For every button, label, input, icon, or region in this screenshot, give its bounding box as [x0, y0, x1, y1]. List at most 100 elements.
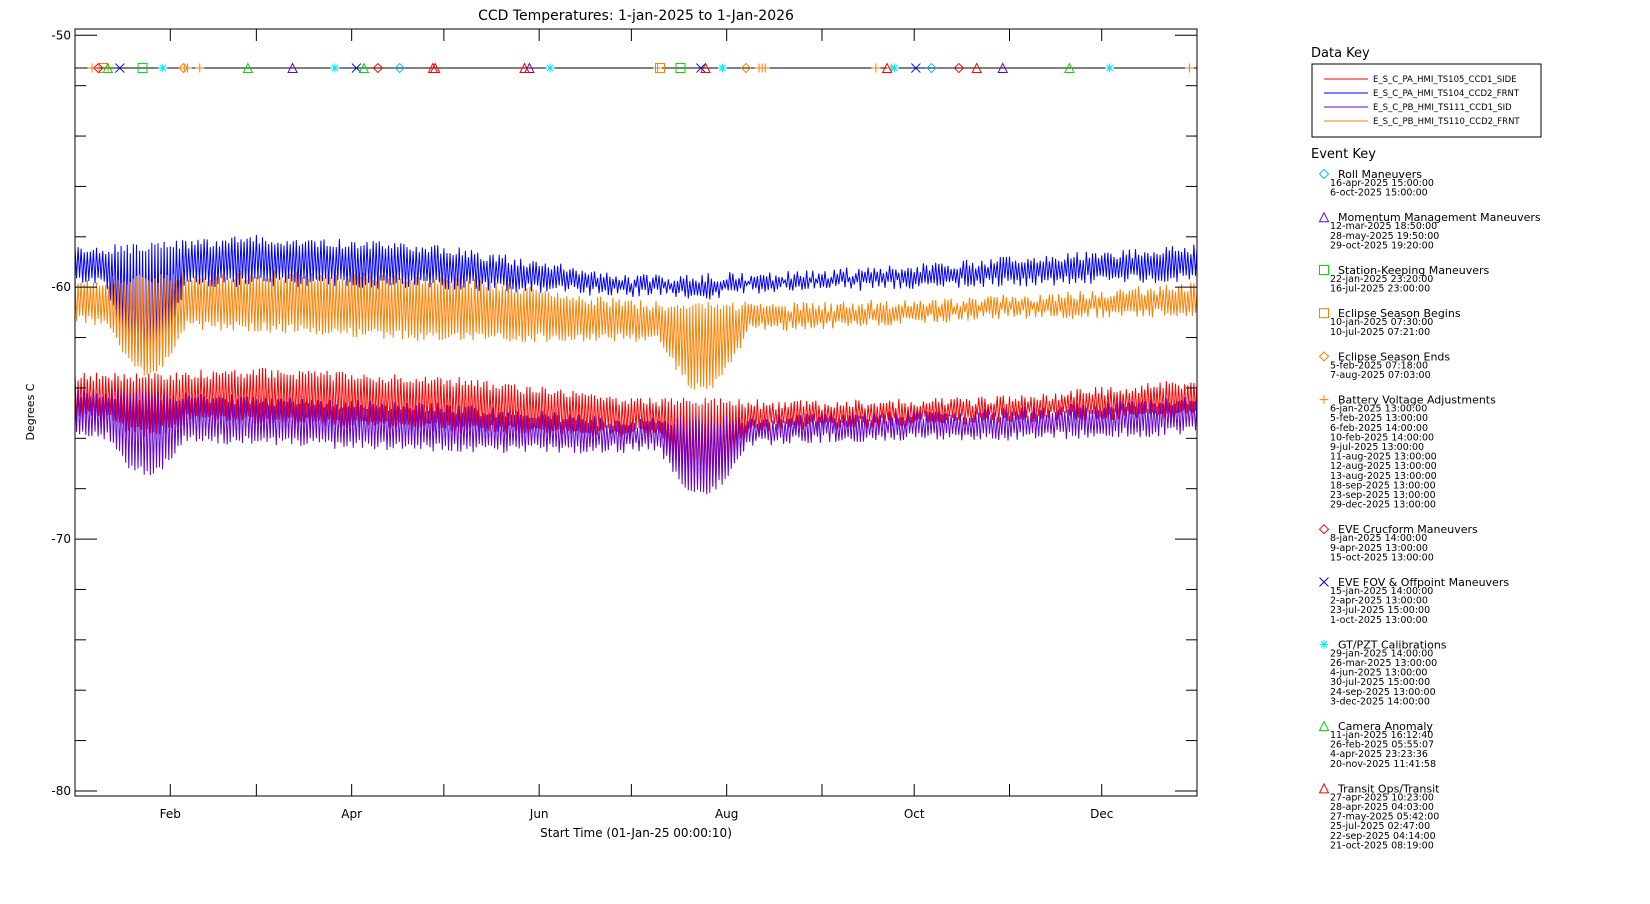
triangle-icon — [287, 62, 298, 74]
diamond-icon — [93, 62, 104, 74]
x-tick-label: Apr — [341, 807, 362, 821]
event-name: Momentum Management Maneuvers — [1338, 211, 1541, 224]
event-date: 11-jan-2025 16:12:40 — [1330, 730, 1433, 741]
diamond-icon — [926, 62, 937, 74]
triangle-icon — [997, 62, 1009, 74]
event-date: 15-oct-2025 13:00:00 — [1330, 552, 1434, 563]
series-line-e_s_c_pa_hmi_ts105_ccd1_side — [74, 367, 1198, 490]
y-tick-label: -50 — [51, 28, 71, 42]
asterisk-icon — [717, 63, 727, 73]
triangle-icon — [519, 62, 530, 74]
triangle-icon — [1318, 720, 1330, 731]
event-date: 26-mar-2025 13:00:00 — [1330, 658, 1437, 669]
event-date: 27-may-2025 05:42:00 — [1330, 812, 1439, 823]
x-icon — [1319, 577, 1329, 587]
diamond-icon — [1318, 523, 1330, 535]
triangle-icon — [1318, 782, 1330, 794]
event-date: 21-oct-2025 08:19:00 — [1330, 840, 1434, 851]
plus-icon — [1319, 395, 1329, 405]
legend-label: E_S_C_PA_HMI_TS104_CCD2_FRNT — [1373, 89, 1520, 99]
triangle-icon — [242, 62, 254, 74]
x-icon — [911, 63, 921, 73]
triangle-icon — [102, 62, 114, 74]
plus-icon — [871, 63, 881, 73]
square-icon — [1319, 308, 1329, 319]
event-name: EVE FOV & Offpoint Maneuvers — [1338, 576, 1509, 589]
diamond-icon — [372, 62, 384, 74]
event-name: Battery Voltage Adjustments — [1338, 394, 1496, 407]
asterisk-icon — [889, 63, 899, 73]
y-axis-label: Degrees C — [24, 383, 37, 440]
asterisk-icon — [330, 63, 340, 73]
event-date: 28-may-2025 19:50:00 — [1330, 231, 1439, 242]
event-date: 10-jul-2025 07:21:00 — [1330, 327, 1430, 338]
data-key-box — [1311, 63, 1542, 138]
event-date: 23-jul-2025 15:00:00 — [1330, 605, 1430, 616]
event-date: 13-aug-2025 13:00:00 — [1330, 471, 1437, 482]
event-date: 24-sep-2025 13:00:00 — [1330, 687, 1436, 698]
event-date: 29-oct-2025 19:20:00 — [1330, 240, 1434, 251]
plus-icon — [182, 63, 192, 73]
event-date: 1-oct-2025 13:00:00 — [1330, 615, 1428, 626]
legend-label: E_S_C_PB_HMI_TS111_CCD1_SID — [1373, 103, 1512, 113]
plus-icon — [87, 63, 97, 73]
plus-icon — [195, 63, 205, 73]
event-date: 9-apr-2025 13:00:00 — [1330, 543, 1428, 554]
event-date: 6-oct-2025 15:00:00 — [1330, 188, 1428, 199]
asterisk-icon — [545, 63, 555, 73]
event-date: 23-sep-2025 13:00:00 — [1330, 490, 1436, 501]
x-tick-label: Feb — [160, 807, 181, 821]
plus-icon — [1184, 63, 1194, 73]
x-axis-label: Start Time (01-Jan-25 00:00:10) — [540, 826, 732, 840]
event-date: 7-aug-2025 07:03:00 — [1330, 370, 1431, 381]
event-name: Camera Anomaly — [1338, 720, 1433, 733]
event-name: Station-Keeping Maneuvers — [1338, 264, 1490, 277]
series-line-e_s_c_pb_hmi_ts110_ccd2_frnt — [74, 269, 1198, 390]
triangle-icon — [881, 62, 893, 74]
legend-label: E_S_C_PB_HMI_TS110_CCD2_FRNT — [1373, 117, 1520, 127]
triangle-icon — [700, 62, 711, 74]
asterisk-icon — [1319, 639, 1329, 649]
event-date: 22-sep-2025 04:14:00 — [1330, 831, 1436, 842]
diamond-icon — [178, 62, 189, 74]
asterisk-icon — [158, 63, 168, 73]
square-icon — [137, 63, 148, 74]
event-name: EVE Crucform Maneuvers — [1338, 523, 1478, 536]
event-date: 9-jul-2025 13:00:00 — [1330, 442, 1424, 453]
event-date: 16-jul-2025 23:00:00 — [1330, 284, 1430, 295]
x-tick-label: Jun — [529, 807, 549, 821]
event-date: 26-feb-2025 05:55:07 — [1330, 740, 1434, 751]
event-date: 6-feb-2025 14:00:00 — [1330, 423, 1428, 434]
event-name: Eclipse Season Begins — [1338, 307, 1461, 320]
event-key-entry: EVE FOV & Offpoint Maneuvers15-jan-2025 … — [1319, 576, 1509, 626]
data-key-title: Data Key — [1311, 46, 1370, 61]
event-date: 18-sep-2025 13:00:00 — [1330, 480, 1436, 491]
square-icon — [1319, 265, 1329, 275]
event-date: 3-dec-2025 14:00:00 — [1330, 696, 1430, 707]
plot-frame — [74, 28, 1198, 797]
event-date: 15-jan-2025 14:00:00 — [1330, 586, 1433, 597]
triangle-icon — [358, 62, 370, 74]
event-date: 12-mar-2025 18:50:00 — [1330, 221, 1437, 232]
diamond-icon — [953, 62, 965, 74]
x-tick-label: Oct — [904, 807, 925, 821]
event-name: Eclipse Season Ends — [1338, 350, 1450, 363]
event-date: 5-feb-2025 07:18:00 — [1330, 360, 1428, 371]
chart-title: CCD Temperatures: 1-jan-2025 to 1-Jan-20… — [478, 8, 794, 24]
event-date: 28-apr-2025 04:03:00 — [1330, 802, 1434, 813]
triangle-icon — [429, 62, 441, 74]
event-name: GT/PZT Calibrations — [1338, 638, 1447, 651]
diamond-icon — [394, 62, 405, 74]
event-date: 5-feb-2025 13:00:00 — [1330, 413, 1428, 424]
series-line-e_s_c_pb_hmi_ts111_ccd1_sid — [74, 387, 1198, 495]
event-date: 10-jan-2025 07:30:00 — [1330, 317, 1433, 328]
event-date: 29-dec-2025 13:00:00 — [1330, 500, 1436, 511]
y-tick-label: -60 — [51, 280, 71, 294]
event-date: 30-jul-2025 15:00:00 — [1330, 677, 1430, 688]
